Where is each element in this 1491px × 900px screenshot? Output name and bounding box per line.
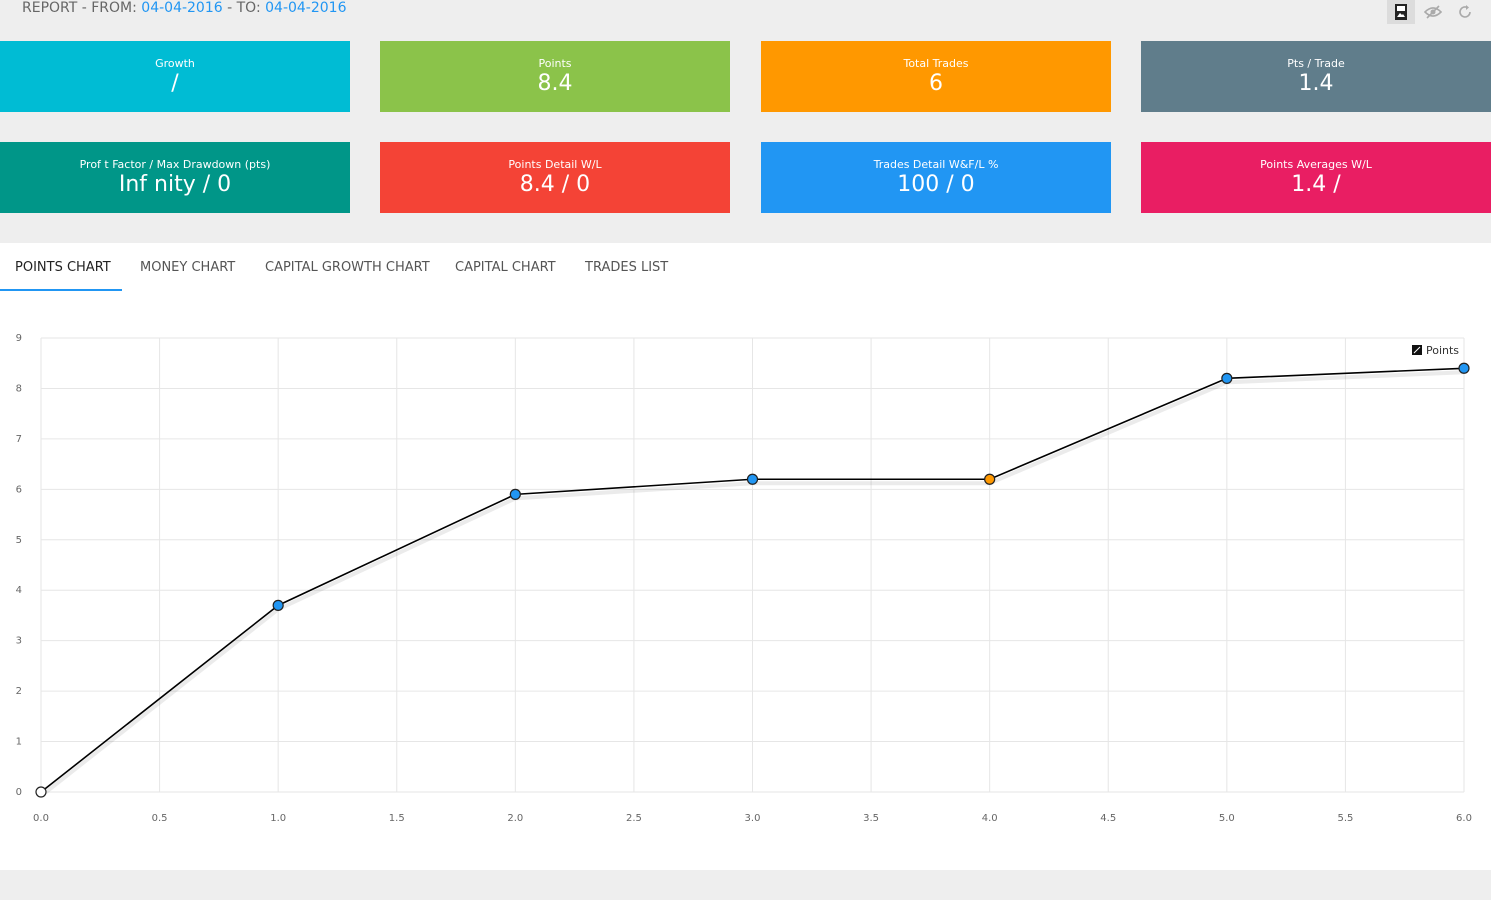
y-tick-label: 3 bbox=[16, 636, 22, 647]
y-tick-label: 7 bbox=[16, 434, 22, 445]
card-value: Inf nity / 0 bbox=[118, 172, 232, 197]
header-toolbar bbox=[1387, 0, 1479, 24]
refresh-icon[interactable] bbox=[1451, 0, 1479, 24]
card-label: Points Averages W/L bbox=[1260, 158, 1372, 171]
from-date[interactable]: 04-04-2016 bbox=[141, 0, 223, 16]
card-label: Pts / Trade bbox=[1287, 57, 1345, 70]
points-detail-card: Points Detail W/L 8.4 / 0 bbox=[380, 142, 730, 213]
image-icon[interactable] bbox=[1387, 0, 1415, 24]
tab-capital-chart[interactable]: CAPITAL CHART bbox=[455, 260, 556, 275]
chart-panel: POINTS CHART MONEY CHART CAPITAL GROWTH … bbox=[0, 243, 1491, 870]
tab-money-chart[interactable]: MONEY CHART bbox=[140, 260, 236, 275]
y-tick-label: 6 bbox=[16, 484, 22, 495]
eye-slash-icon[interactable] bbox=[1419, 0, 1447, 24]
card-value: 1.4 / bbox=[1291, 172, 1341, 197]
card-value: 8.4 / 0 bbox=[519, 172, 591, 197]
points-card: Points 8.4 bbox=[380, 41, 730, 112]
card-label: Prof t Factor / Max Drawdown (pts) bbox=[79, 158, 271, 171]
tab-points-chart[interactable]: POINTS CHART bbox=[15, 260, 111, 275]
x-tick-label: 1.5 bbox=[389, 813, 405, 824]
data-point[interactable] bbox=[746, 473, 759, 485]
tab-capital-growth-chart[interactable]: CAPITAL GROWTH CHART bbox=[265, 260, 430, 275]
data-point[interactable] bbox=[35, 786, 47, 798]
x-tick-label: 2.0 bbox=[507, 813, 523, 824]
x-tick-label: 3.5 bbox=[863, 813, 879, 824]
x-tick-label: 5.0 bbox=[1219, 813, 1235, 824]
y-tick-label: 8 bbox=[16, 383, 22, 394]
card-label: Total Trades bbox=[903, 57, 969, 70]
y-tick-label: 5 bbox=[16, 535, 22, 546]
x-tick-label: 5.5 bbox=[1337, 813, 1353, 824]
x-tick-label: 6.0 bbox=[1456, 813, 1472, 824]
points-chart: 0 1 2 3 4 5 6 7 8 9 0.0 0.5 1.0 1.5 2.0 2.5 3.0 3.5 4.0 4.5… bbox=[16, 333, 1472, 824]
x-tick-label: 0.5 bbox=[152, 813, 168, 824]
trades-detail-card: Trades Detail W&F/L % 100 / 0 bbox=[761, 142, 1111, 213]
card-value: 6 bbox=[929, 71, 943, 96]
card-value: / bbox=[171, 71, 179, 96]
growth-card: Growth / bbox=[0, 41, 350, 112]
report-prefix: REPORT - FROM: bbox=[22, 0, 137, 16]
legend-label: Points bbox=[1426, 344, 1459, 357]
active-tab-indicator bbox=[0, 289, 122, 291]
data-point[interactable] bbox=[272, 599, 284, 611]
card-label: Points Detail W/L bbox=[508, 158, 602, 171]
legend-swatch-mark bbox=[1413, 346, 1421, 354]
card-value: 8.4 bbox=[537, 71, 573, 96]
pts-per-trade-card: Pts / Trade 1.4 bbox=[1141, 41, 1491, 112]
card-label: Growth bbox=[155, 57, 195, 70]
y-tick-label: 2 bbox=[16, 686, 22, 697]
x-tick-label: 0.0 bbox=[33, 813, 49, 824]
total-trades-card: Total Trades 6 bbox=[761, 41, 1111, 112]
card-label: Points bbox=[538, 57, 572, 70]
profit-factor-card: Prof t Factor / Max Drawdown (pts) Inf n… bbox=[0, 142, 350, 213]
points-averages-card: Points Averages W/L 1.4 / bbox=[1141, 142, 1491, 213]
to-date[interactable]: 04-04-2016 bbox=[265, 0, 347, 16]
chart-tabs: POINTS CHART MONEY CHART CAPITAL GROWTH … bbox=[0, 243, 1491, 291]
x-tick-label: 1.0 bbox=[270, 813, 286, 824]
card-label: Trades Detail W&F/L % bbox=[873, 158, 999, 171]
x-tick-label: 4.5 bbox=[1100, 813, 1116, 824]
data-point[interactable] bbox=[984, 473, 996, 485]
tab-trades-list[interactable]: TRADES LIST bbox=[585, 260, 669, 275]
card-value: 100 / 0 bbox=[897, 172, 975, 197]
y-tick-label: 4 bbox=[16, 585, 22, 596]
y-tick-label: 9 bbox=[16, 333, 22, 344]
data-point[interactable] bbox=[1221, 372, 1233, 384]
card-value: 1.4 bbox=[1298, 71, 1334, 96]
to-label: - TO: bbox=[227, 0, 261, 16]
y-tick-label: 0 bbox=[16, 787, 22, 798]
x-tick-label: 2.5 bbox=[626, 813, 642, 824]
x-tick-label: 3.0 bbox=[745, 813, 761, 824]
y-tick-label: 1 bbox=[16, 737, 22, 748]
report-header: REPORT - FROM: 04-04-2016 - TO: 04-04-20… bbox=[22, 0, 347, 18]
data-point[interactable] bbox=[509, 488, 521, 500]
x-tick-label: 4.0 bbox=[982, 813, 998, 824]
data-point[interactable] bbox=[1458, 362, 1470, 374]
